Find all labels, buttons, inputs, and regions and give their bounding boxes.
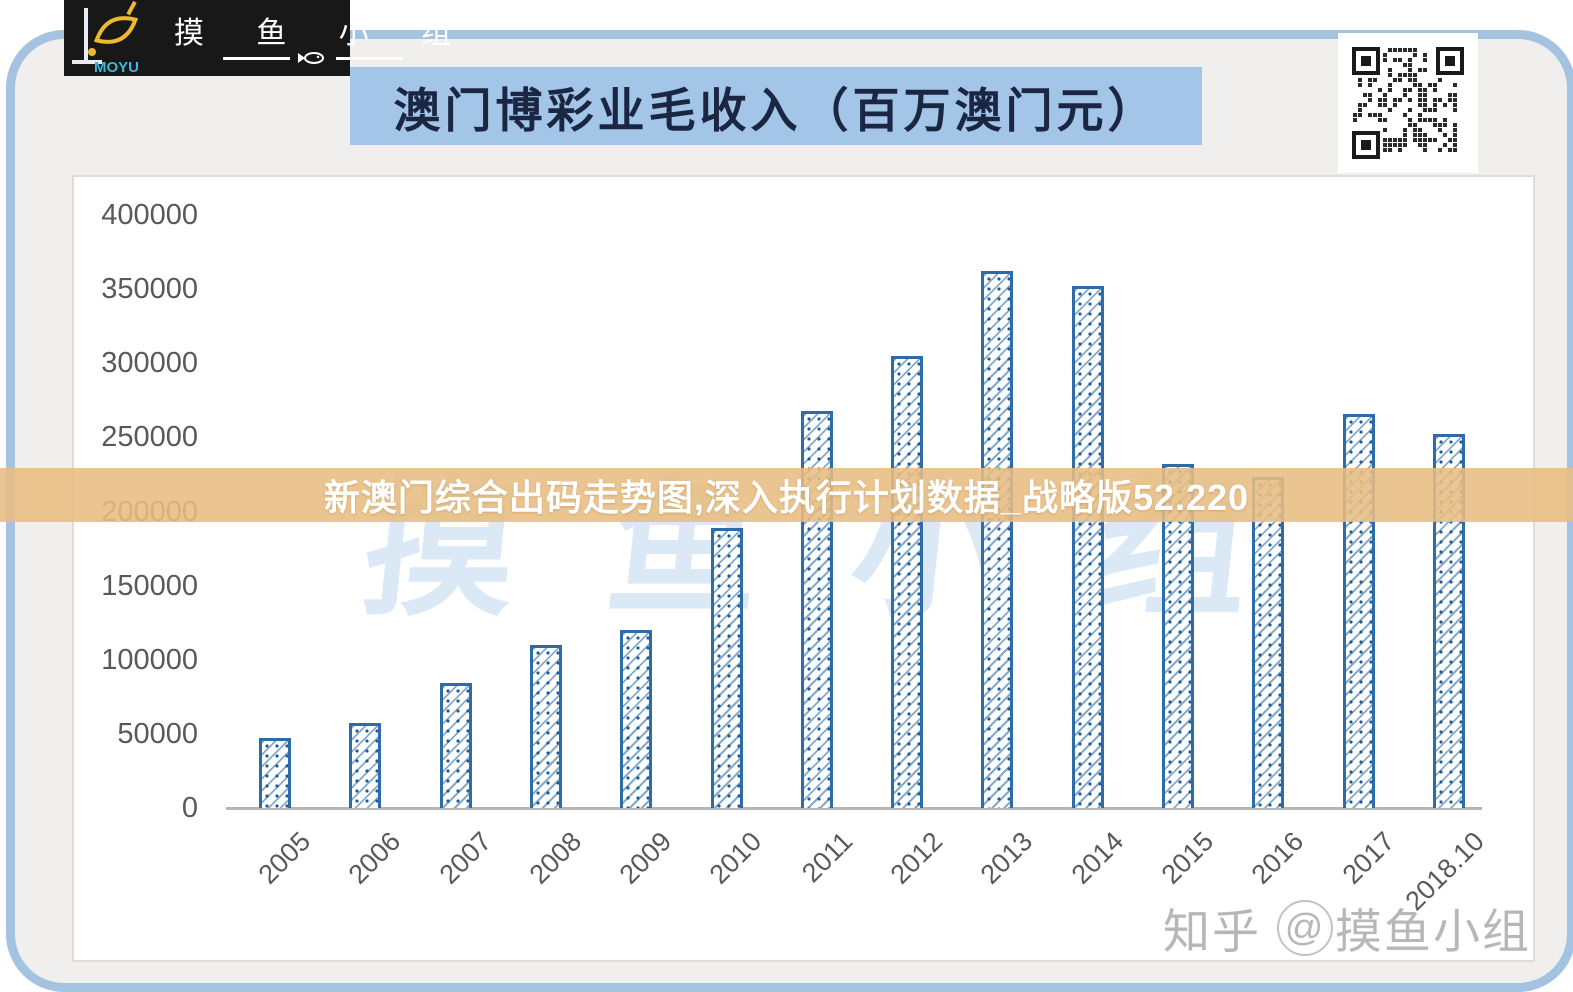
qr-code-box [1338, 33, 1478, 173]
x-axis-tick-label: 2006 [342, 826, 407, 890]
bar-2014 [1072, 286, 1104, 808]
logo-group-name: 摸 鱼 小 组 [174, 16, 474, 50]
x-axis-tick-label: 2014 [1065, 826, 1129, 890]
bar-2015 [1162, 464, 1194, 808]
y-axis-tick-label: 50000 [117, 717, 198, 750]
x-axis-tick-label: 2016 [1245, 826, 1310, 890]
bar-2009 [620, 630, 652, 808]
bar-2016 [1252, 477, 1284, 808]
fish-hook-icon: MOYU [64, 0, 152, 76]
x-axis-tick-label: 2013 [974, 826, 1039, 890]
zhihu-watermark: 知乎 @ 摸鱼小组 [1163, 893, 1531, 962]
chart-title: 澳门博彩业毛收入（百万澳门元） [393, 83, 1159, 137]
chart-panel: 摸鱼小组 40000035000030000025000020000015000… [72, 175, 1535, 962]
y-axis-tick-label: 300000 [101, 347, 198, 380]
x-axis-tick-label: 2011 [795, 826, 859, 889]
y-axis-tick-label: 250000 [101, 421, 198, 454]
x-axis-tick-label: 2008 [523, 826, 588, 890]
x-axis-tick-label: 2012 [884, 826, 949, 890]
bar-2006 [349, 723, 381, 808]
x-axis-tick-label: 2009 [613, 826, 678, 890]
y-axis-tick-label: 100000 [101, 643, 198, 676]
x-axis-tick-label: 2017 [1336, 826, 1400, 890]
overlay-banner-text: 新澳门综合出码走势图,深入执行计划数据_战略版52.220 [323, 477, 1250, 518]
logo-underline [222, 48, 403, 67]
logo-brand-text: MOYU [94, 59, 139, 76]
x-axis-line [226, 807, 1482, 810]
plot-watermark: 摸鱼小组 [355, 464, 1350, 634]
x-axis-tick-label: 2005 [252, 826, 317, 890]
moyu-logo: MOYU 摸 鱼 小 组 [64, 0, 451, 76]
y-axis-tick-label: 150000 [101, 569, 198, 602]
zhihu-brand: 知乎 [1163, 905, 1261, 958]
bar-2008 [530, 645, 562, 808]
qr-code-icon [1352, 47, 1464, 159]
bar-chart-plot: 4000003500003000002500002000001500001000… [74, 177, 1533, 960]
y-axis-tick-label: 400000 [101, 199, 198, 231]
x-axis-tick-label: 2007 [433, 826, 497, 890]
bar-2005 [259, 738, 291, 808]
zhihu-at-icon: @ [1277, 899, 1333, 956]
x-axis-tick-label: 2010 [704, 826, 768, 890]
chart-title-box: 澳门博彩业毛收入（百万澳门元） [350, 67, 1202, 145]
small-fish-icon [289, 48, 336, 67]
bar-2012 [891, 356, 923, 808]
bar-2007 [440, 683, 472, 808]
x-axis-tick-label: 2015 [1155, 826, 1220, 890]
y-axis-tick-label: 0 [181, 792, 198, 824]
bar-2013 [981, 271, 1013, 808]
zhihu-handle: 摸鱼小组 [1335, 905, 1531, 958]
overlay-banner: 新澳门综合出码走势图,深入执行计划数据_战略版52.220 [0, 468, 1573, 522]
bar-2010 [711, 528, 743, 808]
y-axis-tick-label: 350000 [101, 273, 198, 306]
